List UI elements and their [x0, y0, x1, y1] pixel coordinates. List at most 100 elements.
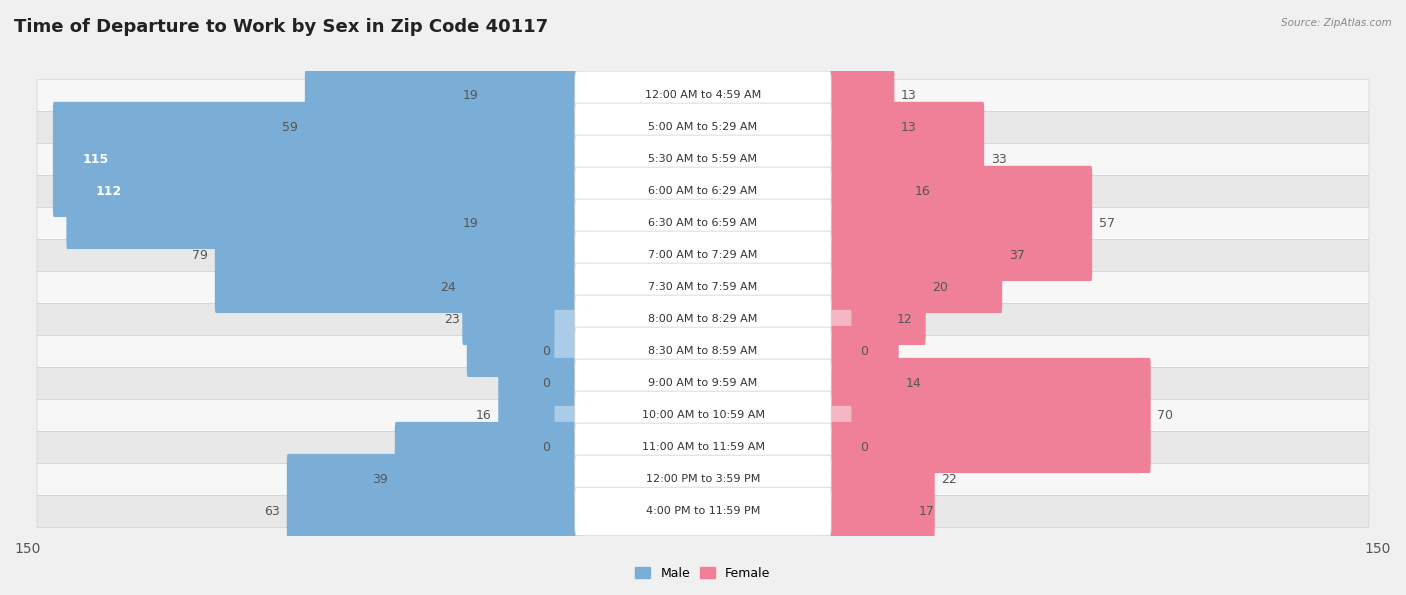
Text: 12: 12: [897, 313, 912, 326]
FancyBboxPatch shape: [485, 166, 583, 281]
FancyBboxPatch shape: [37, 271, 1369, 303]
Text: 19: 19: [463, 89, 478, 102]
FancyBboxPatch shape: [37, 303, 1369, 336]
Text: 23: 23: [444, 313, 460, 326]
FancyBboxPatch shape: [37, 368, 1369, 399]
FancyBboxPatch shape: [215, 198, 583, 313]
FancyBboxPatch shape: [554, 310, 582, 393]
Text: 20: 20: [932, 281, 948, 294]
FancyBboxPatch shape: [37, 176, 1369, 208]
Text: 0: 0: [860, 345, 869, 358]
Text: 12:00 AM to 4:59 AM: 12:00 AM to 4:59 AM: [645, 90, 761, 101]
FancyBboxPatch shape: [823, 230, 925, 345]
FancyBboxPatch shape: [37, 431, 1369, 464]
Text: 13: 13: [901, 121, 917, 134]
Text: 59: 59: [283, 121, 298, 134]
Text: 33: 33: [991, 153, 1007, 166]
Text: 24: 24: [440, 281, 456, 294]
FancyBboxPatch shape: [824, 406, 852, 489]
Text: 12:00 PM to 3:59 PM: 12:00 PM to 3:59 PM: [645, 474, 761, 484]
FancyBboxPatch shape: [575, 487, 831, 536]
FancyBboxPatch shape: [37, 399, 1369, 431]
Text: 0: 0: [860, 441, 869, 454]
Text: 6:00 AM to 6:29 AM: 6:00 AM to 6:29 AM: [648, 186, 758, 196]
FancyBboxPatch shape: [575, 135, 831, 184]
Text: 37: 37: [1010, 249, 1025, 262]
FancyBboxPatch shape: [575, 455, 831, 504]
FancyBboxPatch shape: [37, 496, 1369, 528]
FancyBboxPatch shape: [37, 464, 1369, 496]
FancyBboxPatch shape: [823, 326, 898, 441]
FancyBboxPatch shape: [824, 310, 852, 393]
FancyBboxPatch shape: [575, 327, 831, 376]
Text: 112: 112: [96, 185, 122, 198]
Text: 13: 13: [901, 89, 917, 102]
Text: 5:00 AM to 5:29 AM: 5:00 AM to 5:29 AM: [648, 123, 758, 133]
FancyBboxPatch shape: [823, 358, 1150, 473]
Text: 8:30 AM to 8:59 AM: 8:30 AM to 8:59 AM: [648, 346, 758, 356]
Text: 7:00 AM to 7:29 AM: 7:00 AM to 7:29 AM: [648, 250, 758, 261]
FancyBboxPatch shape: [554, 342, 582, 425]
Text: 10:00 AM to 10:59 AM: 10:00 AM to 10:59 AM: [641, 411, 765, 421]
FancyBboxPatch shape: [37, 79, 1369, 111]
Text: 11:00 AM to 11:59 AM: 11:00 AM to 11:59 AM: [641, 443, 765, 452]
Text: 0: 0: [543, 345, 550, 358]
FancyBboxPatch shape: [575, 199, 831, 248]
FancyBboxPatch shape: [37, 208, 1369, 239]
Text: 6:30 AM to 6:59 AM: 6:30 AM to 6:59 AM: [648, 218, 758, 228]
FancyBboxPatch shape: [37, 336, 1369, 368]
FancyBboxPatch shape: [53, 102, 583, 217]
FancyBboxPatch shape: [305, 70, 583, 185]
FancyBboxPatch shape: [823, 134, 908, 249]
FancyBboxPatch shape: [395, 422, 583, 537]
FancyBboxPatch shape: [575, 231, 831, 280]
FancyBboxPatch shape: [575, 71, 831, 120]
FancyBboxPatch shape: [575, 423, 831, 472]
FancyBboxPatch shape: [823, 102, 984, 217]
FancyBboxPatch shape: [463, 230, 583, 345]
Text: 79: 79: [193, 249, 208, 262]
FancyBboxPatch shape: [823, 262, 890, 377]
FancyBboxPatch shape: [37, 111, 1369, 143]
Text: 19: 19: [463, 217, 478, 230]
Text: 7:30 AM to 7:59 AM: 7:30 AM to 7:59 AM: [648, 283, 758, 293]
Legend: Male, Female: Male, Female: [630, 562, 776, 585]
FancyBboxPatch shape: [37, 143, 1369, 176]
FancyBboxPatch shape: [575, 263, 831, 312]
Text: Time of Departure to Work by Sex in Zip Code 40117: Time of Departure to Work by Sex in Zip …: [14, 18, 548, 36]
Text: 8:00 AM to 8:29 AM: 8:00 AM to 8:29 AM: [648, 314, 758, 324]
Text: 22: 22: [942, 473, 957, 486]
FancyBboxPatch shape: [575, 391, 831, 440]
Text: Source: ZipAtlas.com: Source: ZipAtlas.com: [1281, 18, 1392, 28]
FancyBboxPatch shape: [575, 167, 831, 216]
Text: 16: 16: [914, 185, 931, 198]
Text: 9:00 AM to 9:59 AM: 9:00 AM to 9:59 AM: [648, 378, 758, 389]
FancyBboxPatch shape: [287, 454, 583, 569]
FancyBboxPatch shape: [823, 166, 1092, 281]
FancyBboxPatch shape: [554, 406, 582, 489]
Text: 0: 0: [543, 441, 550, 454]
Text: 115: 115: [82, 153, 108, 166]
FancyBboxPatch shape: [575, 359, 831, 408]
FancyBboxPatch shape: [823, 70, 894, 185]
FancyBboxPatch shape: [823, 454, 912, 569]
FancyBboxPatch shape: [37, 239, 1369, 271]
Text: 4:00 PM to 11:59 PM: 4:00 PM to 11:59 PM: [645, 506, 761, 516]
Text: 39: 39: [373, 473, 388, 486]
FancyBboxPatch shape: [575, 295, 831, 344]
Text: 70: 70: [1157, 409, 1174, 422]
FancyBboxPatch shape: [467, 262, 583, 377]
Text: 14: 14: [905, 377, 921, 390]
Text: 17: 17: [920, 505, 935, 518]
FancyBboxPatch shape: [498, 358, 583, 473]
FancyBboxPatch shape: [823, 38, 894, 153]
FancyBboxPatch shape: [823, 422, 935, 537]
Text: 63: 63: [264, 505, 280, 518]
FancyBboxPatch shape: [575, 103, 831, 152]
Text: 0: 0: [543, 377, 550, 390]
Text: 5:30 AM to 5:59 AM: 5:30 AM to 5:59 AM: [648, 155, 758, 164]
FancyBboxPatch shape: [66, 134, 583, 249]
FancyBboxPatch shape: [485, 38, 583, 153]
Text: 16: 16: [475, 409, 492, 422]
FancyBboxPatch shape: [823, 198, 1002, 313]
